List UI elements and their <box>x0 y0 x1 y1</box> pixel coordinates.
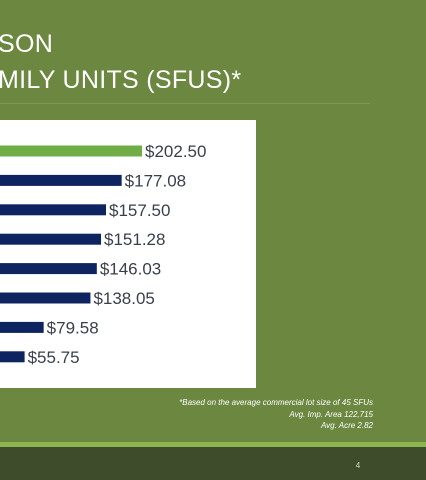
bar-chart: $202.50 $177.08 $157.50 $151.28 $146.03 $138.… <box>0 142 206 367</box>
bar-7 <box>0 321 44 333</box>
footnote-acre: Avg. Acre 2.82 <box>320 421 373 430</box>
footnote-lot-size: *Based on the average commercial lot siz… <box>179 398 373 407</box>
bar-4 <box>0 233 102 245</box>
bar-value-label-4: $151.28 <box>104 230 165 249</box>
bar-value-label-1: $202.50 <box>145 142 206 161</box>
bar-5 <box>0 263 97 275</box>
bar-value-label-7: $79.58 <box>47 318 99 337</box>
bar-chart-panel: $202.50 $177.08 $157.50 $151.28 $146.03 $138.… <box>0 120 256 388</box>
bar-value-label-5: $146.03 <box>100 260 161 279</box>
bar-value-label-6: $138.05 <box>93 289 154 308</box>
bar-value-label-3: $157.50 <box>109 201 170 220</box>
title-divider <box>0 103 370 104</box>
bar-6 <box>0 292 91 304</box>
bar-3 <box>0 204 106 216</box>
bar-value-label-8: $55.75 <box>28 348 80 367</box>
footnote-imp-area: Avg. Imp. Area 122,715 <box>289 410 373 419</box>
slide-title-line-2: MILY UNITS (SFUS)* <box>0 66 242 94</box>
bar-value-label-2: $177.08 <box>125 171 186 190</box>
page-number: 4 <box>355 461 361 470</box>
bar-1 <box>0 145 142 157</box>
bar-2 <box>0 174 122 186</box>
bar-8 <box>0 351 25 363</box>
footer-band <box>0 447 426 480</box>
footer-accent-band <box>0 442 426 447</box>
slide-title-line-1: SON <box>0 30 54 58</box>
